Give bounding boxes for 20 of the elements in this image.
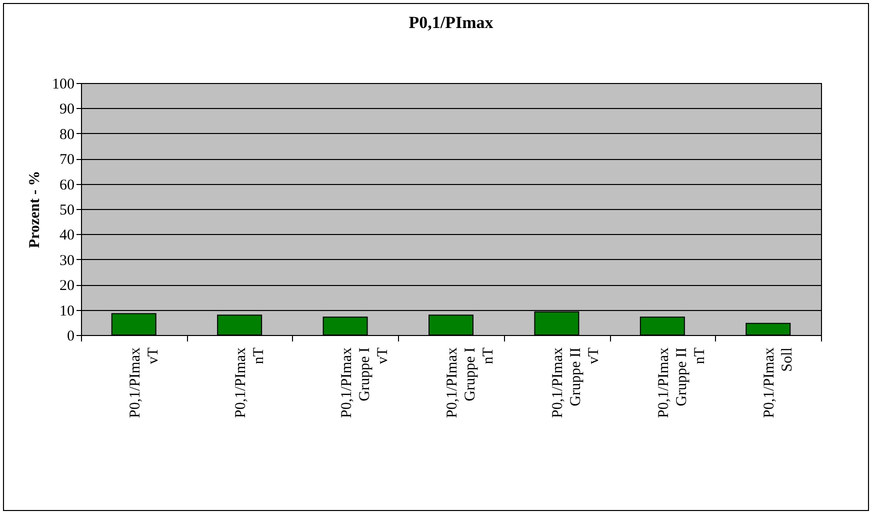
x-tick-label: P0,1/PImax Gruppe I vT [338, 347, 391, 418]
x-tick-label: P0,1/PImax Gruppe I nT [444, 347, 496, 418]
y-tick-label: 40 [60, 228, 74, 244]
x-tick-label: P0,1/PImax Gruppe II vT [550, 347, 602, 418]
x-tick-label: P0,1/PImax Gruppe II nT [656, 347, 708, 418]
y-tick-label: 80 [60, 126, 74, 143]
y-tick-label: 10 [60, 303, 74, 320]
y-tick-label: 20 [60, 278, 74, 294]
y-tick-label: 100 [52, 76, 74, 92]
y-tick-label: 0 [67, 328, 74, 344]
x-tick-label: P0,1/PImax Soll [762, 347, 796, 418]
y-axis-title: Prozent - % [27, 170, 43, 248]
chart-title: P0,1/PImax [408, 13, 494, 32]
x-tick-label: P0,1/PImax nT [233, 347, 268, 418]
y-tick-label: 90 [60, 102, 74, 118]
y-tick-label: 50 [60, 202, 74, 218]
y-tick-label: 30 [60, 252, 74, 269]
y-tick-label: 60 [60, 177, 74, 194]
x-tick-label: P0,1/PImax vT [127, 347, 162, 418]
y-tick-label: 70 [60, 152, 74, 168]
